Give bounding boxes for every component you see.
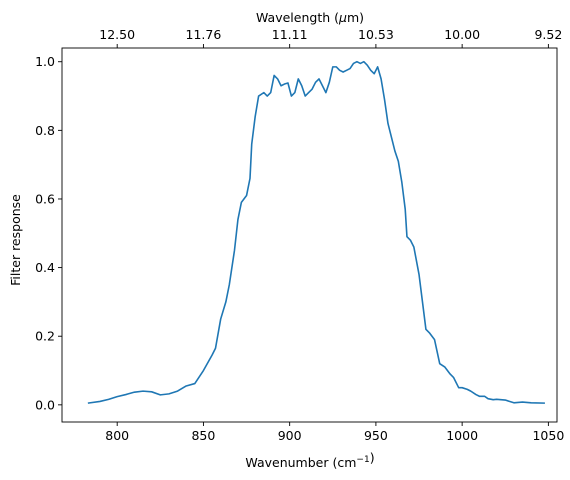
x-tick-label: 950	[364, 428, 388, 443]
x-tick-label: 1050	[532, 428, 564, 443]
x-tick-label: 900	[278, 428, 302, 443]
y-tick-label: 0.2	[35, 329, 55, 344]
y-tick-label: 0.6	[35, 191, 55, 206]
y-tick-label: 0.0	[35, 397, 55, 412]
x-tick-label: 800	[105, 428, 129, 443]
plot-frame	[61, 47, 558, 423]
tick-layer: 800 850 900 950 1000 1050 12.50 11.76 11.11 10.53…	[35, 27, 564, 443]
top-tick-label: 10.53	[358, 27, 394, 42]
top-tick-label: 12.50	[99, 27, 135, 42]
series-line-0	[87, 60, 545, 404]
top-axis-title: Wavelength (μm)	[256, 10, 364, 25]
top-tick-label: 9.52	[534, 27, 562, 42]
top-tick-label: 11.11	[272, 27, 308, 42]
x-tick-label: 1000	[446, 428, 478, 443]
y-tick-label: 0.8	[35, 123, 55, 138]
y-axis-title: Filter response	[8, 194, 23, 286]
x-tick-label: 850	[191, 428, 215, 443]
x-axis-title: Wavenumber (cm−1)	[245, 450, 374, 470]
plot-area	[61, 47, 558, 423]
top-tick-label: 10.00	[444, 27, 480, 42]
y-tick-label: 0.4	[35, 260, 55, 275]
top-tick-label: 11.76	[186, 27, 222, 42]
y-tick-label: 1.0	[35, 54, 55, 69]
